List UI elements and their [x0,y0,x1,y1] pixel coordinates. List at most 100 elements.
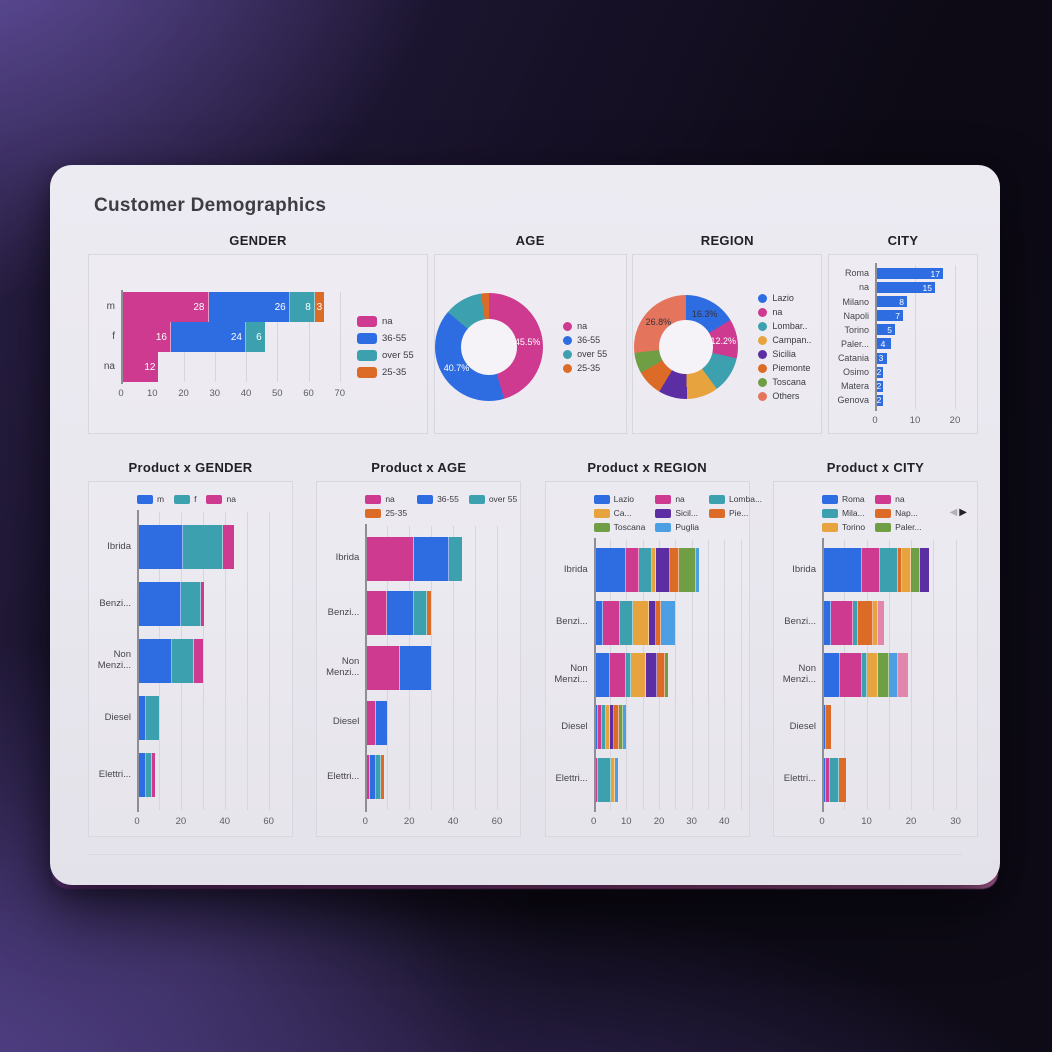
bar-segment-count-roma[interactable]: 17 [874,268,943,280]
bar-segment-na-non-menzi[interactable] [839,652,863,697]
bar-segment-catania-ibrida[interactable] [919,548,929,593]
bar-segment-nap-benzi[interactable] [857,600,874,645]
bar-segment-sicil-ibrida[interactable] [656,548,670,593]
legend-item-36-55[interactable]: 36-55 [357,333,419,344]
legend-item-f[interactable]: f [174,494,196,504]
bar-segment-roma-diesel[interactable] [821,705,827,750]
bar-segment-na-non-menzi[interactable] [365,645,401,690]
legend-item-sicilia[interactable]: Sicilia [758,349,820,359]
legend-item-na[interactable]: na [655,494,699,504]
bar-segment-sicil-non-menzi[interactable] [645,652,658,697]
bar-segment-na-ibrida[interactable] [365,536,414,581]
bar-segment-36-55-f[interactable]: 24 [171,322,246,352]
bar-segment-pie-ibrida[interactable] [669,548,680,593]
bar-segment-puglia-diesel[interactable] [622,705,626,750]
bar-segment-36-55-m[interactable]: 26 [208,292,290,322]
bar-segment-na-non-menzi[interactable] [609,652,627,697]
bar-segment-na-ibrida[interactable] [862,548,880,593]
bar-segment-25-35-benzi[interactable] [426,591,432,636]
bar-segment-na-ibrida[interactable] [626,548,640,593]
bar-segment-toscana-ibrida[interactable] [679,548,696,593]
bar-segment-lomba-elettri[interactable] [597,757,611,802]
bar-segment-na-ibrida[interactable] [222,525,234,569]
bar-segment-m-ibrida[interactable] [137,525,184,569]
legend-item-over-55[interactable]: over 55 [357,350,419,361]
legend-item-nap[interactable]: Nap... [875,508,921,518]
bar-segment-lazio-benzi[interactable] [593,600,604,645]
legend-item-na[interactable]: na [357,316,419,327]
legend-item-lombar[interactable]: Lombar.. [758,321,820,331]
bar-segment-ca-diesel[interactable] [605,705,610,750]
bar-segment-na-benzi[interactable] [365,591,388,636]
bar-segment-na-na[interactable]: 12 [121,352,159,382]
legend-item-pie[interactable]: Pie... [708,508,762,518]
legend-item-na[interactable]: na [206,494,236,504]
bar-segment-ca-ibrida[interactable] [652,548,657,593]
bar-segment-na-elettri[interactable] [593,757,598,802]
bar-segment-over-55-benzi[interactable] [413,591,427,636]
legend-item-25-35[interactable]: 25-35 [563,363,625,373]
bar-segment-count-matera[interactable]: 2 [874,380,883,392]
bar-segment-25-35-m[interactable]: 3 [314,292,325,322]
bar-segment-f-non-menzi[interactable] [172,639,195,683]
bar-segment-na-m[interactable]: 28 [121,292,209,322]
legend-item-na[interactable]: na [875,494,921,504]
bar-segment-lomba-diesel[interactable] [601,705,606,750]
bar-segment-puglia-elettri[interactable] [614,757,618,802]
bar-segment-m-elettri[interactable] [137,753,146,797]
bar-segment-na-benzi[interactable] [830,600,854,645]
bar-segment-pie-non-menzi[interactable] [657,652,666,697]
bar-segment-torino-benzi[interactable] [873,600,878,645]
legend-item-torino[interactable]: Torino [821,522,865,532]
legend-item-lazio[interactable]: Lazio [758,293,820,303]
legend-item-toscana[interactable]: Toscana [593,522,645,532]
bar-segment-count-milano[interactable]: 8 [874,296,907,308]
bar-segment-lomba-non-menzi[interactable] [626,652,632,697]
bar-segment-over-55-ibrida[interactable] [448,536,462,581]
bar-segment-count-genova[interactable]: 2 [874,394,883,406]
bar-segment-na-benzi[interactable] [200,582,204,626]
legend-item-over-55[interactable]: over 55 [468,494,517,504]
bar-segment-mila-ibrida[interactable] [879,548,898,593]
legend-item-36-55[interactable]: 36-55 [563,335,625,345]
legend-item-25-35[interactable]: 25-35 [365,508,407,518]
bar-segment-nap-ibrida[interactable] [897,548,903,593]
bar-segment-na-elettri[interactable] [152,753,156,797]
bar-segment-lazio-diesel[interactable] [593,705,598,750]
legend-prev-arrow[interactable]: ◀ [949,507,958,518]
bar-segment-mila-elettri[interactable] [830,757,840,802]
legend-item-ca[interactable]: Ca... [593,508,646,518]
bar-segment-36-55-benzi[interactable] [387,591,414,636]
bar-segment-over-55-m[interactable]: 8 [289,292,315,322]
age-donut[interactable]: 45.5% 40.7% [435,293,544,401]
bar-segment-m-benzi[interactable] [137,582,181,626]
bar-segment-ca-elettri[interactable] [610,757,615,802]
bar-segment-matera-non-menzi[interactable] [897,652,908,697]
bar-segment-36-55-diesel[interactable] [376,700,388,745]
legend-item-lomba[interactable]: Lomba... [708,494,762,504]
legend-item-36-55[interactable]: 36-55 [417,494,459,504]
bar-segment-pie-benzi[interactable] [655,600,661,645]
bar-segment-f-elettri[interactable] [145,753,153,797]
bar-segment-nap-elettri[interactable] [839,757,847,802]
bar-segment-toscana-non-menzi[interactable] [665,652,669,697]
legend-item-mila[interactable]: Mila... [821,508,865,518]
bar-segment-count-torino[interactable]: 5 [874,324,895,336]
bar-segment-lomba-benzi[interactable] [619,600,633,645]
bar-segment-roma-non-menzi[interactable] [821,652,840,697]
bar-segment-paler-ibrida[interactable] [911,548,920,593]
bar-segment-paler-non-menzi[interactable] [877,652,889,697]
legend-item-paler[interactable]: Paler... [875,522,922,532]
legend-item-na[interactable]: na [365,494,407,504]
bar-segment-36-55-ibrida[interactable] [413,536,449,581]
bar-segment-sicil-benzi[interactable] [649,600,656,645]
legend-item-others[interactable]: Others [758,391,820,401]
bar-segment-m-non-menzi[interactable] [137,639,173,683]
bar-segment-roma-elettri[interactable] [821,757,826,802]
bar-segment-matera-benzi[interactable] [877,600,885,645]
bar-segment-25-35-elettri[interactable] [380,755,384,800]
legend-item-na[interactable]: na [758,307,820,317]
bar-segment-count-osimo[interactable]: 2 [874,366,883,378]
bar-segment-ca-benzi[interactable] [632,600,650,645]
legend-item-piemonte[interactable]: Piemonte [758,363,820,373]
